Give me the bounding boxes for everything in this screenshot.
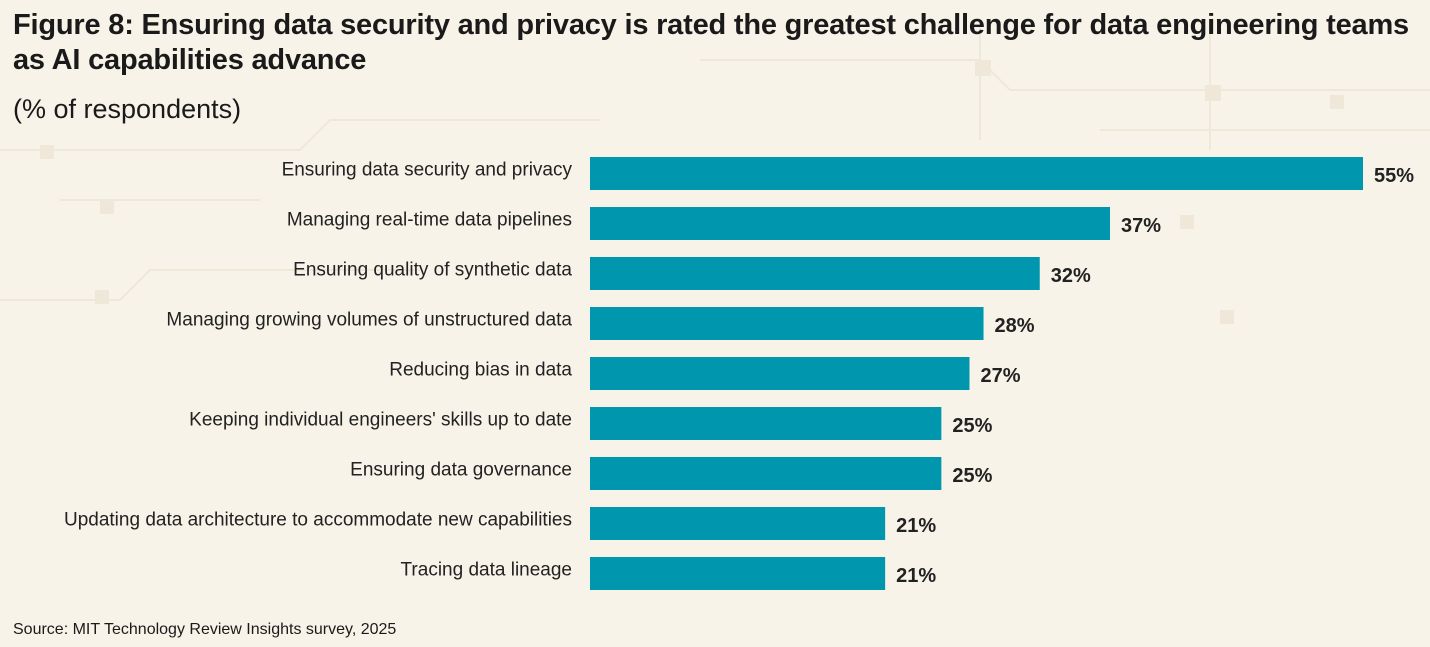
value-label: 21% (896, 565, 936, 587)
bar (590, 457, 942, 490)
category-label: Managing real-time data pipelines (287, 210, 572, 231)
category-label: Reducing bias in data (389, 360, 572, 381)
source-note: Source: MIT Technology Review Insights s… (13, 621, 397, 638)
bar (590, 357, 970, 390)
bar (590, 407, 942, 440)
category-label: Ensuring quality of synthetic data (293, 260, 572, 281)
category-label: Ensuring data security and privacy (282, 160, 573, 181)
category-label: Keeping individual engineers' skills up … (189, 410, 572, 431)
bar (590, 257, 1040, 290)
bar (590, 557, 886, 590)
bar (590, 307, 984, 340)
value-label: 55% (1374, 165, 1414, 187)
value-label: 32% (1051, 265, 1091, 287)
value-label: 28% (995, 315, 1035, 337)
bar (590, 157, 1363, 190)
value-label: 25% (952, 415, 992, 437)
chart-subtitle: (% of respondents) (13, 94, 242, 124)
category-label: Tracing data lineage (401, 560, 572, 581)
value-label: 21% (896, 515, 936, 537)
value-label: 37% (1121, 215, 1161, 237)
value-label: 25% (952, 465, 992, 487)
category-label: Ensuring data governance (350, 460, 572, 481)
bar (590, 207, 1111, 240)
category-label: Managing growing volumes of unstructured… (166, 310, 572, 331)
chart-title: Figure 8: Ensuring data security and pri… (13, 9, 1409, 76)
bar (590, 507, 886, 540)
category-label: Updating data architecture to accommodat… (64, 510, 572, 531)
value-label: 27% (980, 365, 1020, 387)
